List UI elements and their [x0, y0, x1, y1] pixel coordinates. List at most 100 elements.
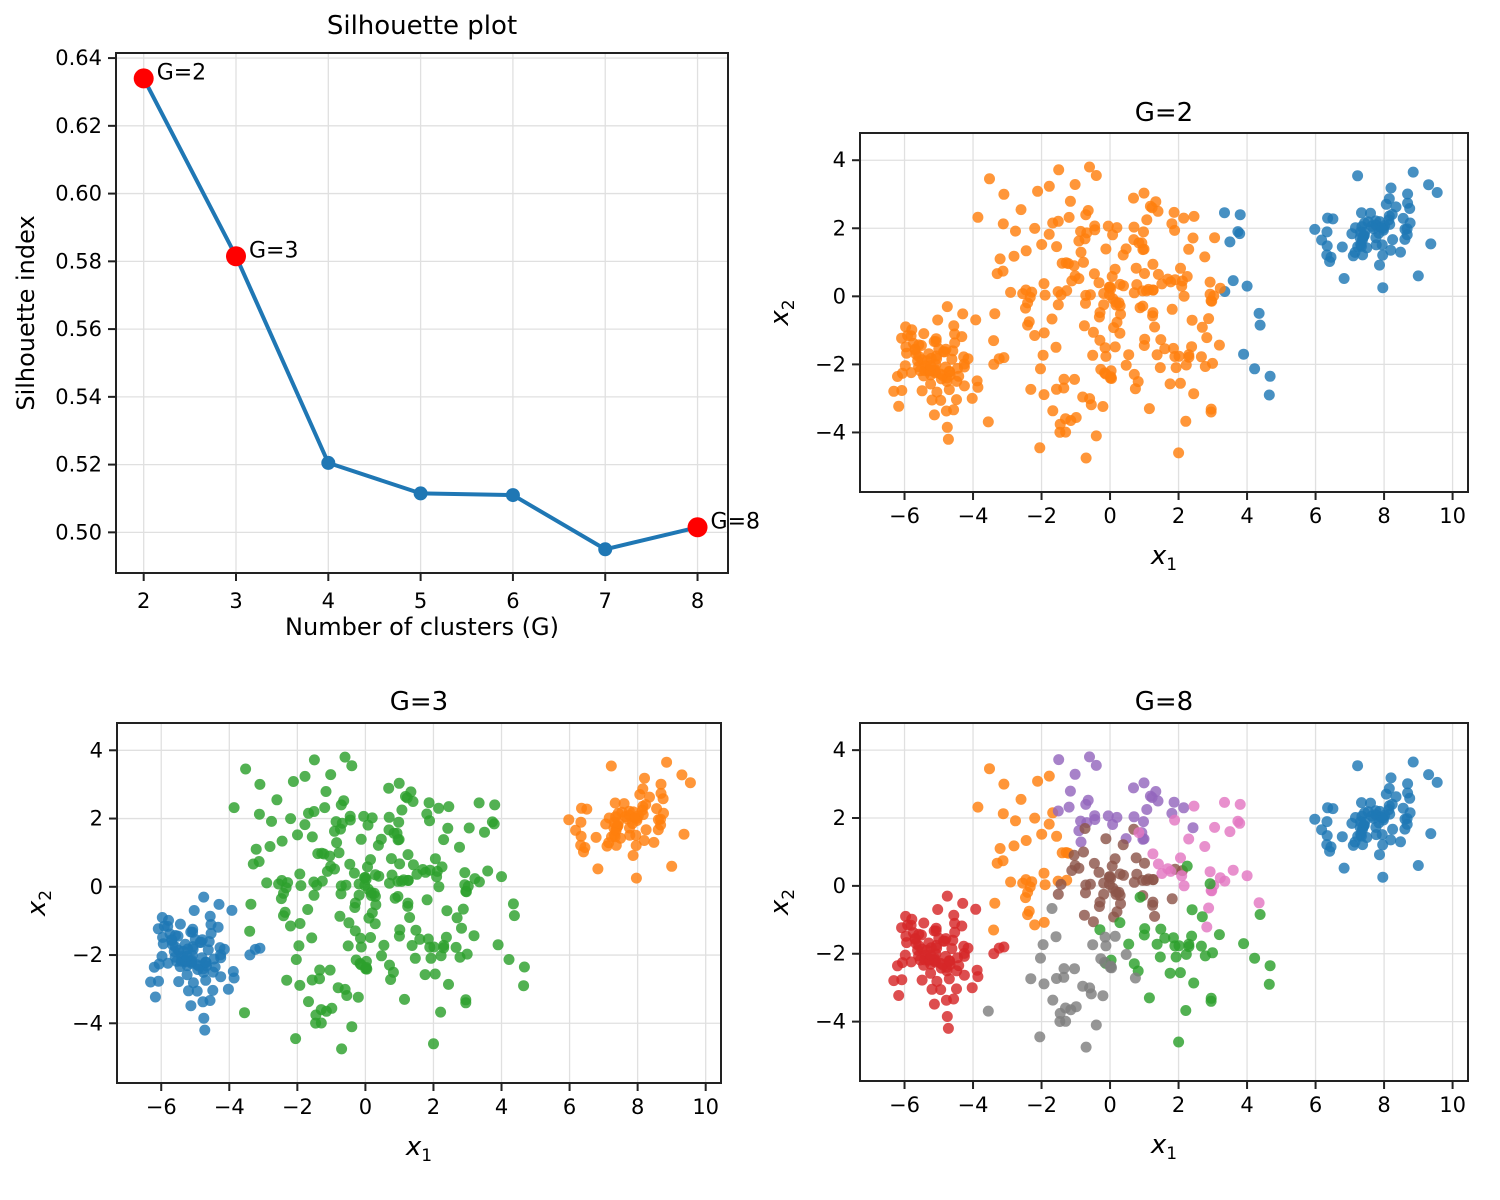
data-point [644, 791, 655, 803]
data-point [940, 361, 952, 373]
data-point [1214, 282, 1226, 294]
data-point [888, 385, 900, 397]
data-point [1188, 210, 1200, 222]
data-point [294, 918, 306, 929]
data-point [630, 829, 642, 841]
data-point [1053, 754, 1065, 766]
x-tick-label: 0 [1103, 504, 1116, 528]
y-axis-label: x2 [765, 889, 799, 916]
data-point [1168, 206, 1180, 218]
data-point [308, 889, 320, 901]
data-point [1412, 270, 1424, 282]
data-point [473, 797, 485, 809]
data-point [1090, 1019, 1102, 1031]
data-point [1109, 930, 1121, 942]
data-point [926, 394, 938, 406]
data-point [306, 831, 318, 843]
data-point [640, 824, 652, 836]
data-point [1052, 215, 1064, 227]
x-tick-label: −2 [282, 1095, 313, 1119]
data-point [1238, 348, 1250, 360]
data-point [1131, 868, 1143, 880]
x-tick-label: −4 [214, 1095, 245, 1119]
data-point [315, 1004, 327, 1016]
data-point [1123, 938, 1135, 950]
data-point [1097, 990, 1109, 1002]
data-point [187, 977, 199, 989]
data-point [1113, 297, 1125, 309]
data-point [1159, 932, 1171, 944]
data-point [1385, 244, 1397, 256]
data-point [287, 776, 299, 787]
data-point [1051, 241, 1063, 253]
data-point [1166, 303, 1178, 315]
g2-data-layer [888, 161, 1443, 464]
x-tick-label: 7 [599, 589, 612, 613]
data-point [365, 932, 376, 943]
data-point [228, 972, 240, 984]
data-point [1254, 319, 1266, 331]
x-tick-label: −6 [889, 504, 920, 528]
data-point [162, 957, 174, 969]
data-point [459, 879, 471, 891]
data-point [1170, 951, 1182, 963]
data-point [1038, 327, 1050, 339]
data-point [1199, 361, 1211, 372]
data-point [1134, 302, 1146, 314]
data-point [1051, 830, 1063, 842]
data-point [1005, 286, 1017, 298]
data-point [290, 954, 302, 965]
data-point [188, 905, 200, 916]
data-point [342, 940, 354, 952]
data-point [972, 211, 984, 223]
data-point [935, 962, 947, 974]
data-point [1043, 180, 1055, 192]
data-point [1204, 276, 1216, 288]
data-point [1084, 751, 1095, 763]
x-axis-label: x1 [1150, 1130, 1177, 1164]
data-point [1084, 161, 1095, 173]
x-tick-label: −2 [1026, 504, 1057, 528]
data-point [1093, 866, 1105, 878]
data-point [1401, 813, 1413, 825]
data-point [893, 400, 905, 412]
data-point [486, 816, 498, 828]
data-point [1152, 795, 1164, 807]
data-point [370, 899, 382, 911]
data-point [1425, 828, 1437, 840]
data-point [1180, 415, 1192, 427]
data-point [469, 873, 481, 885]
g2-axes: −6 −4 −2 0 2 4 6 8 10 −4 −2 0 2 4 [815, 132, 1469, 528]
data-point [1060, 1002, 1071, 1014]
data-point [1355, 226, 1366, 238]
data-point [1120, 949, 1132, 960]
data-point [205, 919, 217, 930]
data-point [385, 853, 397, 865]
y-tick-label: 0.64 [55, 46, 102, 70]
data-point [896, 385, 908, 396]
data-point [325, 769, 337, 781]
data-point [314, 964, 326, 976]
data-point [424, 941, 436, 953]
data-point [636, 804, 648, 816]
data-point [1078, 909, 1090, 921]
data-point [460, 997, 472, 1009]
data-point [1093, 277, 1105, 289]
y-tick-label: 2 [90, 807, 103, 831]
data-point [1005, 876, 1017, 888]
data-point [422, 933, 434, 945]
axes-spines [859, 722, 1469, 1082]
x-tick-label: 4 [1240, 1093, 1253, 1117]
silhouette-axes: 2 3 4 5 6 7 8 0.50 0.52 0.54 0.56 0.58 0.60 0.62 0.64 [55, 46, 729, 613]
data-point [285, 920, 296, 932]
data-point [197, 996, 209, 1008]
data-point [1176, 280, 1188, 292]
data-point [918, 328, 930, 340]
data-point [1063, 211, 1075, 223]
data-point [518, 961, 530, 973]
data-point [1064, 195, 1076, 207]
data-point [308, 754, 320, 766]
data-point [365, 854, 376, 866]
data-point [1032, 775, 1044, 787]
data-point [1090, 170, 1102, 181]
